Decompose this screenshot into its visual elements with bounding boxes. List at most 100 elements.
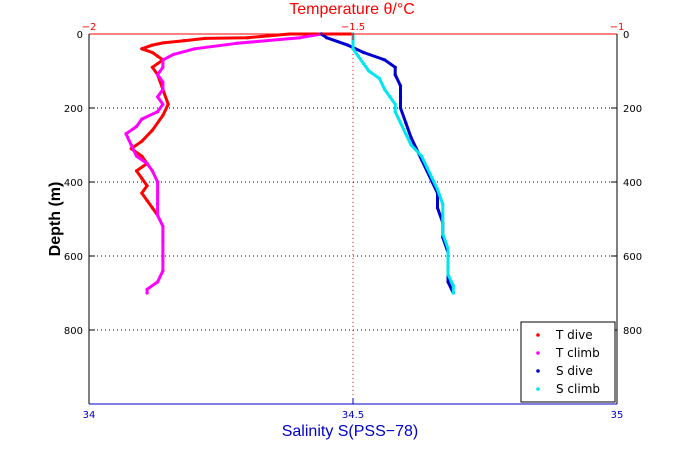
data-point-t-climb <box>156 95 160 99</box>
data-point-s-climb <box>383 87 387 92</box>
data-point-t-climb <box>134 124 139 129</box>
data-point-s-climb <box>446 261 450 265</box>
data-point-s-climb <box>446 272 450 277</box>
data-point-t-dive <box>140 139 144 143</box>
data-point-t-dive <box>156 54 160 58</box>
data-point-t-dive <box>150 206 154 210</box>
data-point-t-climb <box>298 36 302 40</box>
data-point-s-climb <box>441 217 445 221</box>
data-point-s-dive <box>346 43 350 47</box>
data-point-s-dive <box>398 84 403 88</box>
data-point-s-climb <box>441 232 445 236</box>
data-point-t-climb <box>161 80 165 84</box>
data-point-t-dive <box>182 39 186 43</box>
data-point-t-dive <box>145 198 149 203</box>
data-point-t-climb <box>145 287 149 291</box>
data-point-s-dive <box>404 121 408 125</box>
x-bottom-tick-label: 35 <box>611 410 624 421</box>
data-point-s-dive <box>398 95 403 99</box>
data-point-t-climb <box>145 161 149 166</box>
y-tick-label-left: 800 <box>64 326 83 337</box>
data-point-t-climb <box>124 132 128 136</box>
chart-title: Temperature θ/°C <box>289 1 415 18</box>
legend-label-s-climb: S climb <box>556 382 600 396</box>
legend-marker-s-climb <box>536 387 540 391</box>
x-axis-label: Salinity S(PSS−78) <box>282 423 419 440</box>
data-point-s-climb <box>451 284 455 288</box>
data-point-t-climb <box>161 224 165 228</box>
x-bottom-tick-label: 34 <box>83 410 96 421</box>
data-point-t-climb <box>171 52 176 56</box>
data-point-t-climb <box>235 41 239 45</box>
data-point-t-climb <box>161 269 165 273</box>
series-s-climb <box>351 32 455 295</box>
data-point-s-climb <box>451 291 455 295</box>
data-point-t-climb <box>156 191 160 195</box>
legend-label-t-dive: T dive <box>555 328 593 342</box>
data-point-s-climb <box>388 95 392 99</box>
data-point-s-dive <box>435 206 440 210</box>
data-point-t-dive <box>150 50 154 55</box>
legend-marker-t-climb <box>536 351 540 355</box>
data-point-s-dive <box>446 280 450 284</box>
y-tick-label-left: 200 <box>64 104 83 115</box>
data-point-s-climb <box>420 154 424 158</box>
data-point-t-climb <box>161 65 165 69</box>
data-point-t-dive <box>266 34 271 38</box>
data-point-s-dive <box>409 136 413 140</box>
axes: 0 0 200 200 400 400 600 600 800 800 34 34.5 35 −2 −1.5… <box>64 22 642 421</box>
data-point-s-dive <box>325 36 329 40</box>
data-point-t-climb <box>150 169 154 173</box>
data-point-t-dive <box>150 43 154 47</box>
data-point-s-climb <box>425 165 429 169</box>
y-tick-label-right: 0 <box>623 30 629 41</box>
data-point-t-climb <box>161 58 165 62</box>
grid-lines <box>89 34 617 404</box>
data-point-t-dive <box>161 41 165 45</box>
series-t-climb <box>124 32 323 295</box>
y-tick-label-left: 600 <box>64 252 83 263</box>
x-bottom-tick-label: 34.5 <box>342 410 364 421</box>
data-point-t-dive <box>134 169 139 173</box>
data-point-t-climb <box>156 180 160 184</box>
y-axis-label: Depth (m) <box>47 182 64 257</box>
data-point-t-dive <box>161 113 165 117</box>
legend-marker-s-dive <box>536 369 540 373</box>
data-point-s-climb <box>441 202 445 206</box>
legend-label-t-climb: T climb <box>555 346 600 360</box>
y-tick-label-right: 800 <box>623 326 642 337</box>
data-point-t-climb <box>161 87 165 92</box>
data-point-t-dive <box>245 36 249 40</box>
data-point-t-climb <box>161 254 165 258</box>
x-top-tick-label: −2 <box>82 22 97 33</box>
data-point-t-climb <box>134 154 139 158</box>
data-point-s-climb <box>446 247 450 251</box>
data-point-s-dive <box>398 106 403 110</box>
x-top-tick-label: −1.5 <box>341 22 365 33</box>
data-point-s-climb <box>367 69 371 73</box>
data-point-s-climb <box>351 47 355 51</box>
data-point-t-climb <box>161 102 165 106</box>
data-point-t-dive <box>150 128 154 132</box>
data-point-t-climb <box>156 280 160 284</box>
data-point-t-climb <box>156 73 160 77</box>
data-point-t-dive <box>140 47 144 51</box>
data-point-t-dive <box>203 36 207 41</box>
x-top-tick-label: −1 <box>610 22 625 33</box>
y-tick-label-left: 0 <box>77 30 83 41</box>
data-point-s-dive <box>383 58 387 62</box>
data-point-s-climb <box>435 187 440 191</box>
data-point-s-climb <box>377 76 381 80</box>
data-point-t-climb <box>156 202 160 206</box>
data-point-t-dive <box>145 184 149 188</box>
y-tick-label-right: 400 <box>623 178 642 189</box>
data-point-t-climb <box>193 47 197 51</box>
data-point-t-climb <box>129 143 133 147</box>
data-point-t-dive <box>140 191 144 195</box>
series-layer <box>124 32 455 295</box>
data-point-s-climb <box>393 110 397 114</box>
data-point-t-dive <box>140 154 144 158</box>
y-tick-label-left: 400 <box>64 178 83 189</box>
data-point-s-dive <box>393 73 397 77</box>
